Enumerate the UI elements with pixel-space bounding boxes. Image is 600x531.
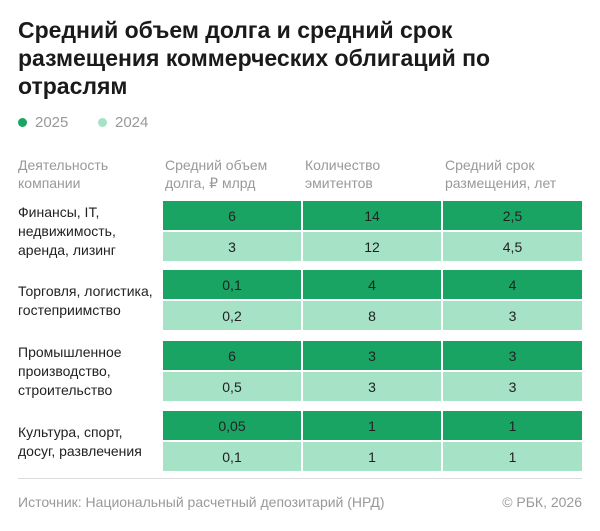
table-cell: 6 bbox=[163, 201, 301, 230]
table-cell: 0,5 bbox=[163, 372, 301, 401]
legend-item: 2025 bbox=[18, 114, 68, 131]
table-cell: 3 bbox=[303, 372, 441, 401]
table-cell: 12 bbox=[303, 232, 441, 261]
column-header: Деятельность компании bbox=[18, 157, 109, 191]
table-cell: 0,1 bbox=[163, 442, 301, 471]
table-cell: 14 bbox=[303, 201, 441, 230]
legend-item: 2024 bbox=[98, 114, 148, 131]
row-label: Промышленное производство, строительство bbox=[18, 344, 122, 398]
table-cell: 6 bbox=[163, 341, 301, 370]
source: Источник: Национальный расчетный депозит… bbox=[18, 494, 385, 510]
table-cell: 1 bbox=[303, 411, 441, 440]
column-header: Средний срок размещения, лет bbox=[445, 157, 557, 191]
table-cell: 8 bbox=[303, 301, 441, 330]
row-label: Финансы, IT, недвижимость, аренда, лизин… bbox=[18, 204, 116, 258]
title: Средний объем долга и средний срок разме… bbox=[18, 17, 491, 99]
table-cell: 1 bbox=[443, 442, 582, 471]
divider bbox=[18, 478, 582, 479]
table-cell: 0,2 bbox=[163, 301, 301, 330]
legend-swatch bbox=[18, 118, 27, 127]
table-cell: 4 bbox=[443, 270, 582, 299]
legend-label: 2025 bbox=[35, 114, 69, 131]
column-header: Количество эмитентов bbox=[305, 157, 381, 191]
table-cell: 4,5 bbox=[443, 232, 582, 261]
table-cell: 0,05 bbox=[163, 411, 301, 440]
table-cell: 4 bbox=[303, 270, 441, 299]
table-cell: 1 bbox=[303, 442, 441, 471]
table-cell: 3 bbox=[443, 372, 582, 401]
legend-swatch bbox=[98, 118, 107, 127]
column-header: Средний объем долга, ₽ млрд bbox=[165, 157, 268, 191]
row-label: Торговля, логистика, гостеприимство bbox=[18, 282, 153, 318]
row-label: Культура, спорт, досуг, развлечения bbox=[18, 423, 142, 459]
copyright: © РБК, 2026 bbox=[502, 494, 582, 510]
legend-label: 2024 bbox=[115, 114, 149, 131]
table-cell: 0,1 bbox=[163, 270, 301, 299]
table-cell: 3 bbox=[443, 341, 582, 370]
table-cell: 3 bbox=[163, 232, 301, 261]
table-cell: 2,5 bbox=[443, 201, 582, 230]
table-cell: 1 bbox=[443, 411, 582, 440]
table-cell: 3 bbox=[303, 341, 441, 370]
table-cell: 3 bbox=[443, 301, 582, 330]
